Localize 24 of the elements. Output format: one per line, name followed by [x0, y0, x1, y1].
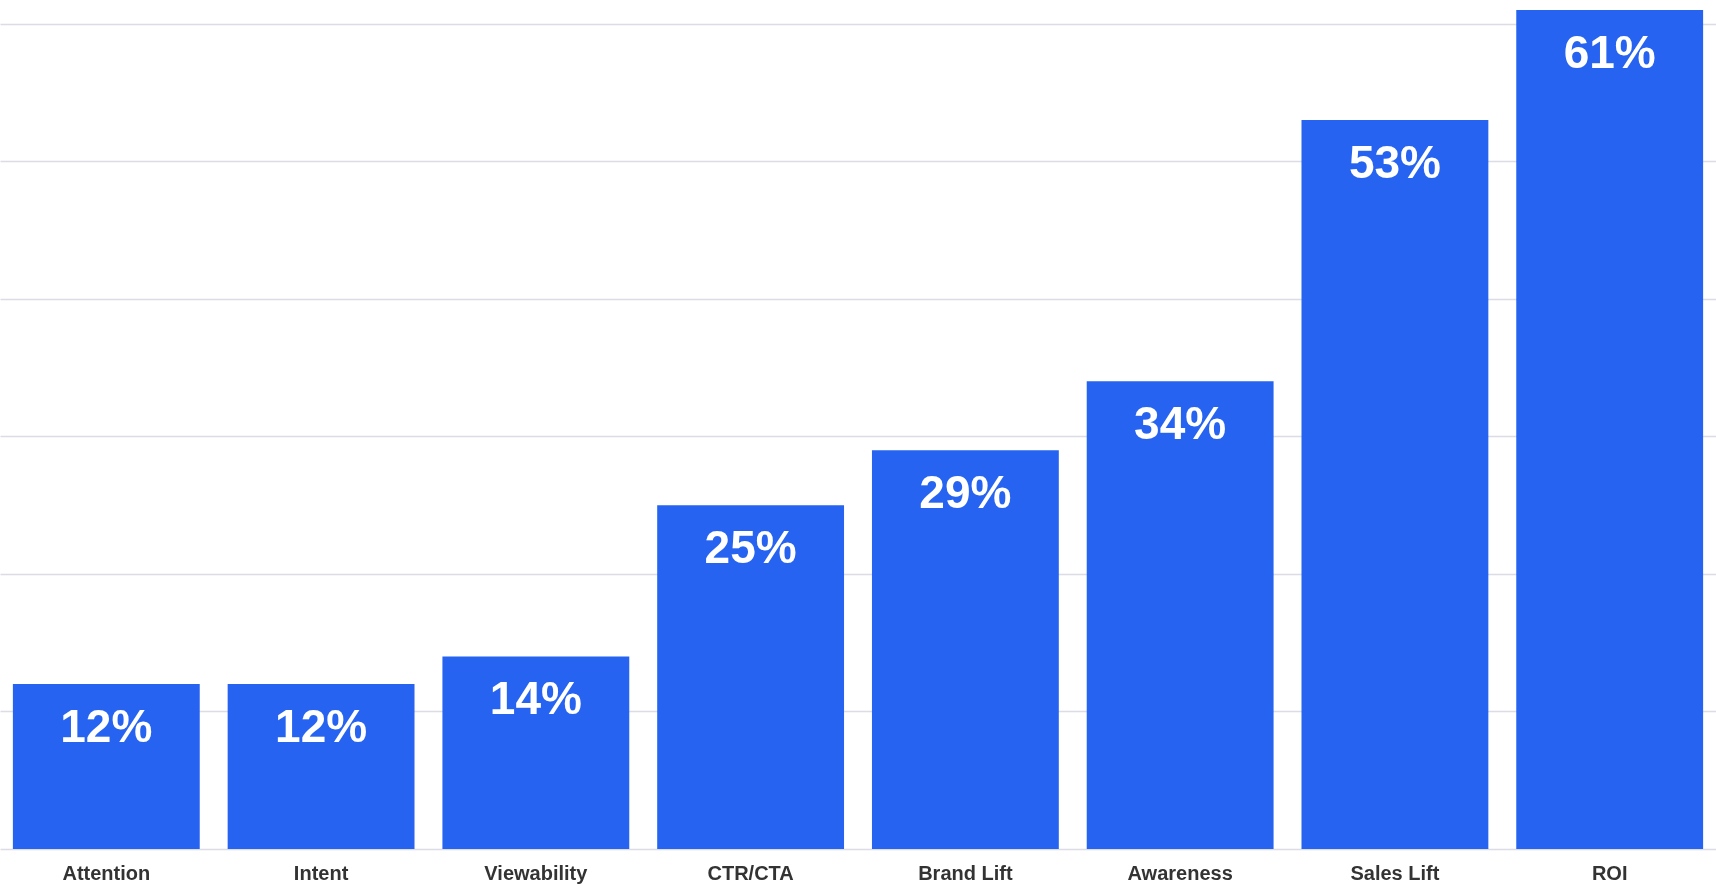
x-tick-label: Viewability — [484, 861, 589, 884]
x-tick-label: Intent — [293, 861, 349, 884]
bar — [1516, 10, 1704, 849]
data-label: 34% — [1134, 397, 1227, 450]
data-label: 29% — [919, 466, 1012, 519]
bar — [657, 505, 845, 849]
data-label: 12% — [275, 699, 368, 752]
data-label: 61% — [1563, 26, 1656, 78]
bar — [227, 683, 415, 849]
bar — [1301, 120, 1489, 849]
x-tick-label: ROI — [1591, 861, 1628, 884]
x-tick-label: Sales Lift — [1350, 861, 1440, 884]
data-label: 53% — [1348, 136, 1441, 189]
x-tick-label: Attention — [62, 861, 151, 884]
bar — [1086, 381, 1274, 849]
x-tick-label: CTR/CTA — [707, 861, 794, 884]
x-tick-label: Awareness — [1127, 861, 1233, 884]
data-label: 12% — [60, 699, 153, 752]
bar — [12, 683, 200, 849]
bar — [871, 450, 1059, 849]
data-label: 25% — [704, 521, 797, 574]
data-label: 14% — [489, 672, 582, 725]
bar — [442, 656, 630, 849]
x-tick-label: Brand Lift — [918, 861, 1013, 884]
